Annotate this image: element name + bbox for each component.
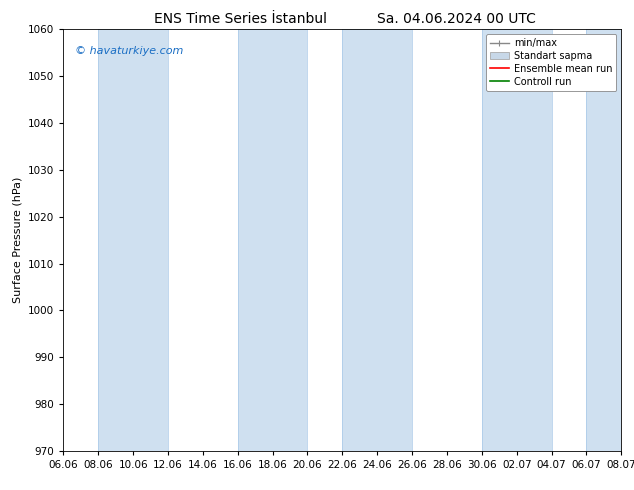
- Legend: min/max, Standart sapma, Ensemble mean run, Controll run: min/max, Standart sapma, Ensemble mean r…: [486, 34, 616, 91]
- Bar: [98, 29, 168, 451]
- Bar: [238, 29, 307, 451]
- Bar: [482, 29, 552, 451]
- Y-axis label: Surface Pressure (hPa): Surface Pressure (hPa): [13, 177, 23, 303]
- Text: Sa. 04.06.2024 00 UTC: Sa. 04.06.2024 00 UTC: [377, 12, 536, 26]
- Text: © havaturkiye.com: © havaturkiye.com: [75, 46, 183, 56]
- Bar: [586, 29, 621, 451]
- Bar: [342, 29, 412, 451]
- Text: ENS Time Series İstanbul: ENS Time Series İstanbul: [155, 12, 327, 26]
